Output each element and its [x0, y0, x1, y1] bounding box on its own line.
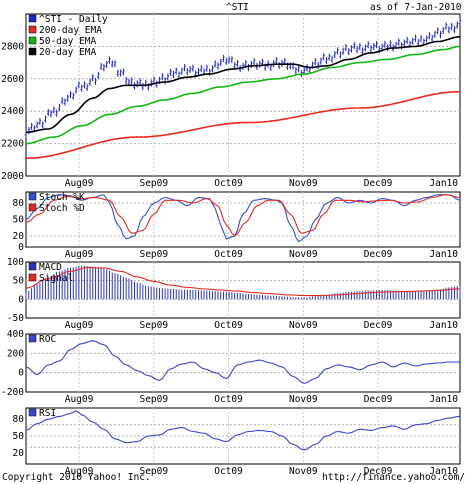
roc-panel-frame	[25, 333, 461, 393]
macd-ytick-label: 100	[7, 257, 24, 268]
roc-ytick-label: 200	[7, 348, 24, 359]
chart-symbol: ^STI	[226, 2, 249, 13]
price-ytick-label: 2600	[1, 74, 24, 85]
stoch-legend-label: Stoch %D	[39, 203, 85, 214]
price-xtick-label: Nov09	[289, 178, 318, 189]
roc-xtick-label: Jan10	[429, 394, 458, 405]
price-ytick-label: 2800	[1, 41, 24, 52]
macd-legend-swatch	[28, 262, 37, 271]
roc-xtick-label: Dec09	[364, 394, 393, 405]
stoch-xtick-label: Aug09	[65, 249, 94, 260]
rsi-ytick-label: 50	[13, 431, 25, 442]
macd-legend-label: Signal	[39, 273, 73, 284]
stoch-xtick-label: Oct09	[214, 249, 243, 260]
macd-legend-label: MACD	[39, 262, 62, 273]
source-url: http://finance.yahoo.com/	[322, 472, 465, 483]
stoch-legend-swatch	[28, 192, 37, 201]
roc-xtick-label: Nov09	[289, 394, 318, 405]
macd-xtick-label: Nov09	[289, 320, 318, 331]
stoch-xtick-label: Nov09	[289, 249, 318, 260]
price-legend-swatch	[28, 25, 37, 34]
price-series-2	[25, 91, 460, 159]
price-xtick-label: Jan10	[429, 178, 458, 189]
roc-xtick-label: Oct09	[214, 394, 243, 405]
price-series-3	[25, 45, 461, 145]
macd-xtick-label: Oct09	[214, 320, 243, 331]
roc-legend-swatch	[28, 334, 37, 343]
price-panel-frame	[25, 13, 461, 177]
stoch-xtick-label: Jan10	[429, 249, 458, 260]
price-legend-label: 200-day EMA	[39, 25, 102, 36]
price-legend-label: 50-day EMA	[39, 36, 96, 47]
rsi-ytick-label: 80	[13, 414, 25, 425]
price-ytick-label: 2200	[1, 139, 24, 150]
plot-layer	[24, 18, 462, 451]
rsi-xtick-label: Dec09	[364, 466, 393, 477]
price-xtick-label: Oct09	[214, 178, 243, 189]
stoch-series-1	[25, 194, 461, 243]
stoch-xtick-label: Sep09	[139, 249, 168, 260]
price-legend-swatch	[28, 36, 37, 45]
macd-xtick-label: Aug09	[65, 320, 94, 331]
macd-xtick-label: Jan10	[429, 320, 458, 331]
stoch-legend-label: Stoch %K	[39, 192, 85, 203]
stoch-ytick-label: 50	[13, 215, 25, 226]
stoch-ytick-label: 80	[13, 198, 25, 209]
stoch-series-2	[25, 194, 461, 237]
roc-series-1	[25, 340, 460, 384]
macd-histogram	[25, 265, 461, 300]
roc-ytick-label: 0	[18, 368, 24, 379]
stoch-ytick-label: 0	[18, 242, 24, 253]
rsi-series-1	[25, 410, 461, 451]
roc-xtick-label: Sep09	[139, 394, 168, 405]
rsi-legend-swatch	[28, 408, 37, 417]
price-ytick-label: 2000	[1, 171, 24, 182]
rsi-xtick-label: Oct09	[214, 466, 243, 477]
price-xtick-label: Sep09	[139, 178, 168, 189]
price-xtick-label: Dec09	[364, 178, 393, 189]
rsi-xtick-label: Sep09	[139, 466, 168, 477]
rsi-ytick-label: 20	[13, 448, 25, 459]
copyright-text: Copyright 2010 Yahoo! Inc.	[2, 472, 151, 483]
price-legend-swatch	[28, 14, 37, 23]
price-ohlc-bars	[24, 18, 462, 138]
macd-ytick-label: 50	[13, 276, 25, 287]
stoch-legend-swatch	[28, 203, 37, 212]
roc-legend-label: ROC	[39, 334, 56, 345]
roc-ytick-label: 400	[7, 329, 24, 340]
macd-xtick-label: Sep09	[139, 320, 168, 331]
price-legend-label: ^STI - Daily	[39, 14, 108, 25]
macd-ytick-label: -50	[7, 313, 24, 324]
rsi-xtick-label: Jan10	[429, 466, 458, 477]
macd-legend-swatch	[28, 273, 37, 282]
roc-ytick-label: -200	[1, 387, 24, 398]
price-legend-label: 20-day EMA	[39, 47, 96, 58]
rsi-xtick-label: Nov09	[289, 466, 318, 477]
macd-series-2	[25, 267, 460, 297]
as-of-date: as of 7-Jan-2010	[370, 2, 462, 13]
price-series-4	[25, 35, 461, 134]
rsi-xtick-label: Aug09	[65, 466, 94, 477]
roc-xtick-label: Aug09	[65, 394, 94, 405]
macd-ytick-label: 0	[18, 294, 24, 305]
price-legend-swatch	[28, 47, 37, 56]
stoch-ytick-label: 20	[13, 231, 25, 242]
macd-xtick-label: Dec09	[364, 320, 393, 331]
price-xtick-label: Aug09	[65, 178, 94, 189]
stoch-xtick-label: Dec09	[364, 249, 393, 260]
price-ytick-label: 2400	[1, 106, 24, 117]
rsi-legend-label: RSI	[39, 408, 56, 419]
